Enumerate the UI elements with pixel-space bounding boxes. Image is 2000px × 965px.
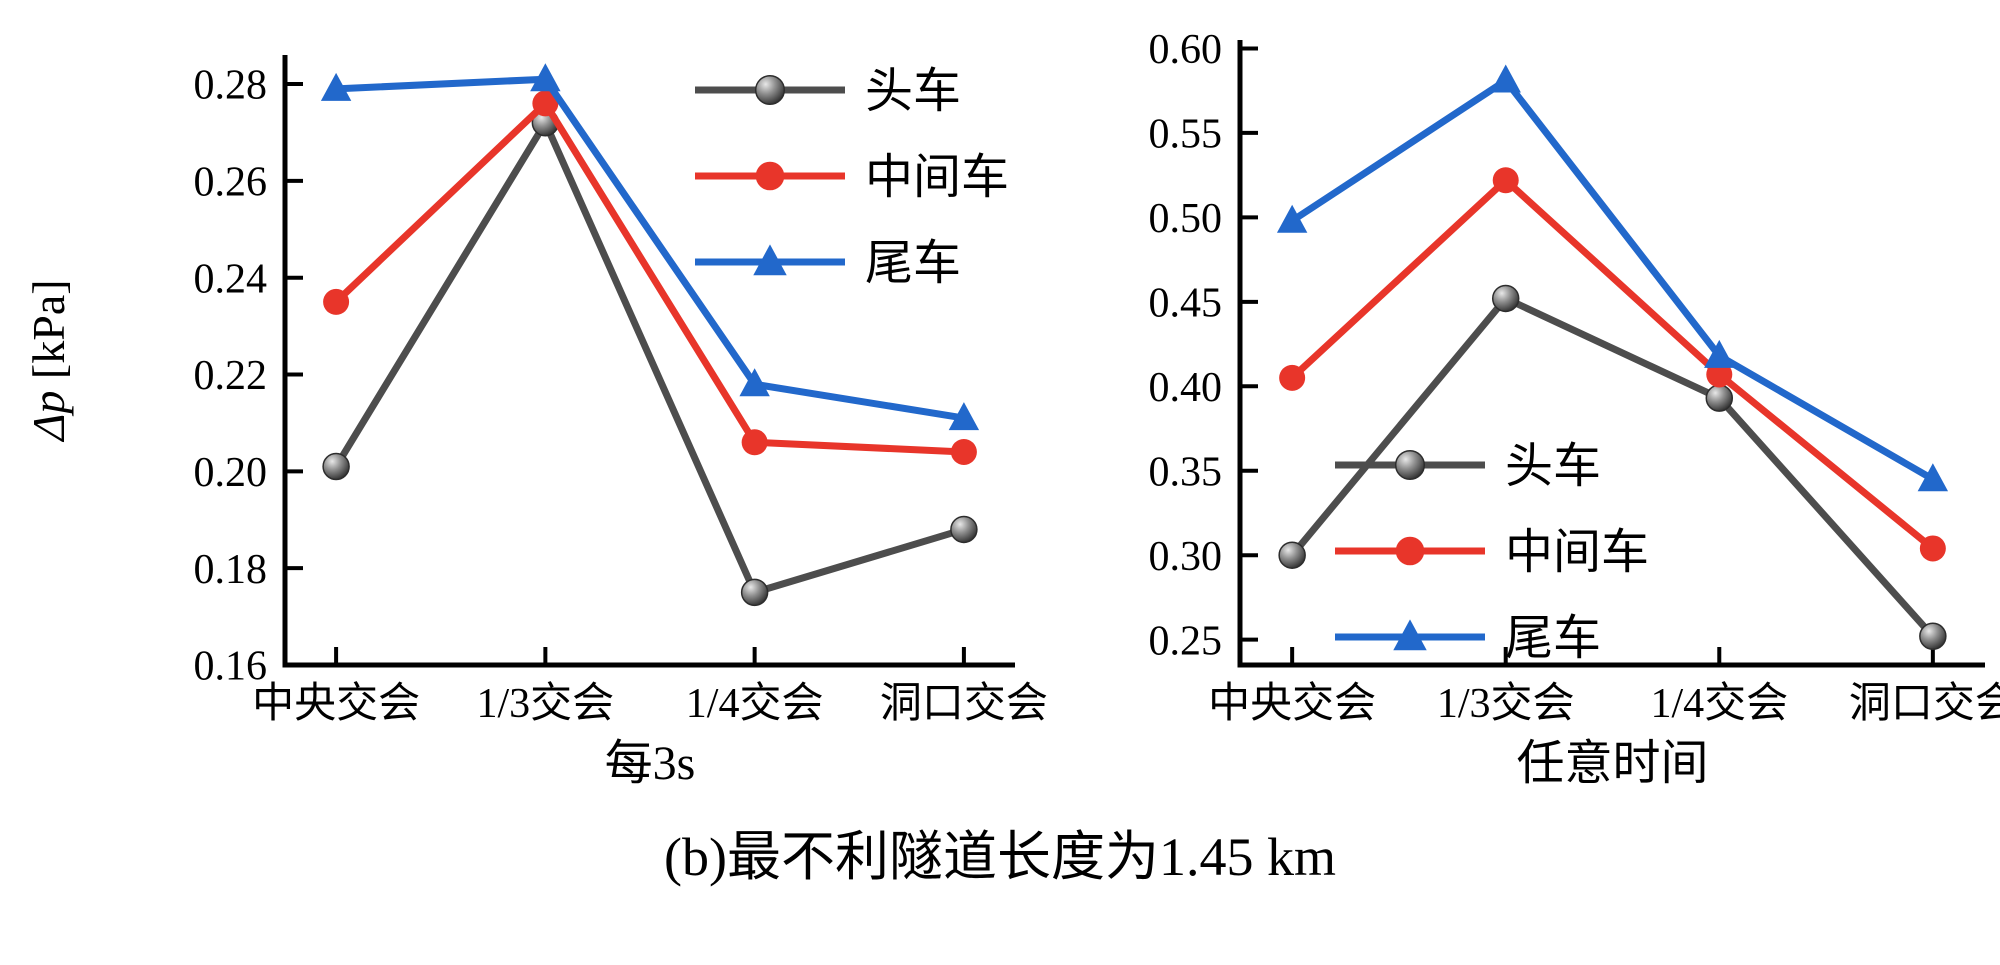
x-tick-label: 中央交会 [252, 680, 420, 727]
legend-label: 中间车 [865, 151, 1009, 204]
marker-circle [1492, 167, 1519, 194]
y-tick-label: 0.30 [1149, 534, 1223, 580]
series-line [335, 75, 965, 422]
marker-triangle [753, 244, 787, 276]
y-axis-label: Δp [kPa] [23, 279, 74, 442]
marker-triangle [739, 368, 770, 397]
marker-circle [1706, 361, 1733, 388]
y-tick-label: 0.35 [1149, 449, 1223, 495]
marker-circle [1919, 535, 1946, 562]
marker-triangle [1917, 463, 1949, 492]
x-tick-label: 1/3交会 [477, 680, 615, 727]
legend-label: 头车 [1505, 440, 1601, 493]
y-tick-label: 0.24 [194, 256, 268, 302]
marker-triangle [1276, 204, 1308, 233]
series-line [1289, 176, 1936, 552]
series-line [1289, 294, 1936, 639]
marker-circle [532, 90, 559, 117]
y-tick-label: 0.25 [1149, 618, 1223, 664]
y-tick-label: 0.20 [194, 450, 268, 496]
marker-circle [323, 288, 350, 315]
chart-svg: 0.25 0.30 0.35 0.40 0.45 0.50 0.55 0.60 中央交会 1/3交… [1149, 27, 2000, 790]
marker-sphere [754, 74, 786, 106]
marker-triangle [320, 72, 352, 101]
legend-label: 尾车 [865, 237, 961, 290]
marker-circle [950, 438, 977, 465]
marker-triangle [1393, 619, 1427, 651]
marker-sphere [1705, 384, 1734, 412]
y-tick-label: 0.28 [194, 63, 268, 109]
x-tick-label: 洞口交会 [1849, 680, 2000, 727]
y-tick-label: 0.50 [1149, 196, 1223, 242]
charts-row: 0.16 0.18 0.20 0.22 0.24 0.26 0.28 中央交会 1/3交会 1/4… [23, 27, 2000, 790]
marker-circle [755, 161, 785, 191]
y-tick-label: 0.26 [194, 160, 268, 206]
y-tick-label: 0.16 [194, 644, 268, 690]
legend-label: 头车 [865, 65, 961, 118]
x-tick-label: 洞口交会 [880, 680, 1048, 727]
legend-label: 尾车 [1505, 612, 1601, 665]
chart-caption: (b)最不利隧道长度为1.45 km [664, 827, 1336, 887]
x-tick-label: 1/4交会 [1650, 680, 1788, 727]
marker-sphere [1278, 541, 1306, 569]
y-tick-label: 0.55 [1149, 112, 1223, 158]
marker-circle [741, 429, 768, 456]
marker-triangle [1704, 339, 1735, 368]
marker-triangle [1490, 64, 1521, 93]
marker-sphere [950, 515, 978, 544]
marker-triangle [948, 402, 980, 431]
x-tick-label: 1/4交会 [686, 680, 824, 727]
marker-circle [1395, 536, 1425, 566]
y-tick-label: 0.18 [194, 547, 268, 593]
chart-svg: 0.16 0.18 0.20 0.22 0.24 0.26 0.28 中央交会 1/3交会 1/4… [23, 55, 1048, 790]
series-line [1290, 77, 1935, 483]
x-tick-label: 1/3交会 [1437, 680, 1575, 727]
x-axis-label: 任意时间 [1516, 737, 1708, 790]
y-tick-label: 0.45 [1149, 281, 1223, 327]
legend-label: 中间车 [1505, 526, 1649, 579]
marker-circle [1279, 364, 1306, 391]
x-axis-label: 每3s [605, 737, 696, 790]
y-tick-label: 0.22 [194, 353, 268, 399]
marker-sphere [740, 578, 769, 607]
marker-sphere [1394, 449, 1426, 481]
marker-sphere [1919, 622, 1947, 651]
x-tick-label: 中央交会 [1208, 680, 1376, 727]
y-tick-label: 0.40 [1149, 365, 1223, 411]
series-line [333, 119, 965, 596]
y-tick-label: 0.60 [1149, 27, 1223, 73]
marker-sphere [1491, 284, 1520, 313]
series-line [333, 99, 965, 456]
marker-triangle [530, 63, 561, 92]
marker-sphere [322, 452, 350, 481]
